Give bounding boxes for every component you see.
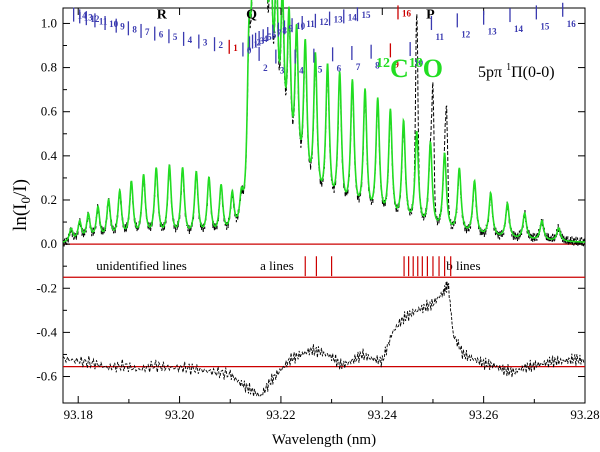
r-branch-tick-label-J10: 10 <box>109 19 119 29</box>
y-tick-label: 0.0 <box>41 236 57 251</box>
q-branch-tick-label-J11: 11 <box>306 19 315 29</box>
p-branch-tick-label-J8: 8 <box>375 61 380 71</box>
q-branch-tick-label-J6: 6 <box>272 30 277 40</box>
r-branch-tick-label-J2: 2 <box>219 40 224 50</box>
p-branch-tick-label-J7: 7 <box>356 62 361 72</box>
title-transition: 5pπ <box>478 64 502 81</box>
title-o-mass: 18 <box>409 56 423 71</box>
q-branch-tick-label-J13: 13 <box>334 15 344 25</box>
title-c-mass: 12 <box>376 56 390 71</box>
r-branch-tick-label-J14: 14 <box>78 11 88 21</box>
y-tick-label: 0.8 <box>41 60 57 75</box>
p-branch-tick-label-J5: 5 <box>318 65 323 75</box>
x-tick-label: 93.20 <box>165 407 194 422</box>
r-branch-tick-label-J7: 7 <box>145 27 150 37</box>
x-tick-label: 93.18 <box>64 407 93 422</box>
y-tick-label: 0.6 <box>41 104 58 119</box>
p-branch-tick-label-J4: 4 <box>299 66 304 76</box>
p-branch-tick-label-J12: 12 <box>461 29 471 39</box>
q-branch-tick-label-J4: 4 <box>263 34 268 44</box>
q-branch-tick-label-J9: 9 <box>288 23 293 33</box>
y-tick-label: 1.0 <box>41 15 57 30</box>
p-branch-tick-label-J15: 15 <box>540 21 550 31</box>
p-branch-tick-label-J6: 6 <box>337 63 342 73</box>
p-branch-tick-label-J10: 10 <box>414 58 424 68</box>
marker-label-unidentified-lines: unidentified lines <box>96 258 187 273</box>
p-branch-tick-label-J14: 14 <box>514 24 524 34</box>
y-tick-label: -0.4 <box>36 324 57 339</box>
r-branch-tick-label-J1: 1 <box>233 43 238 53</box>
y-label-slash: /I) <box>10 179 31 197</box>
annotations: RQP1413121110987654321012345678910111213… <box>72 2 577 277</box>
x-tick-label: 93.28 <box>570 407 599 422</box>
x-tick-label: 93.22 <box>266 407 295 422</box>
q-branch-tick-label-J5: 5 <box>267 32 272 42</box>
residual-line <box>62 280 585 398</box>
r-branch-tick-label-J9: 9 <box>120 22 125 32</box>
q-branch-tick-label-J12: 12 <box>319 17 329 27</box>
r-branch-tick-label-J4: 4 <box>188 35 193 45</box>
branch-label-P: P <box>426 8 435 23</box>
marker-label-a-lines: a lines <box>260 258 294 273</box>
y-tick-label: -0.2 <box>36 280 57 295</box>
title-o: O <box>423 54 443 83</box>
p-branch-tick-label-J16: 16 <box>567 19 577 29</box>
p-branch-tick-label-J13: 13 <box>488 27 498 37</box>
p-branch-tick-label-J2: 2 <box>263 63 268 73</box>
x-tick-label: 93.26 <box>469 407 499 422</box>
p-branch-tick-label-J3: 3 <box>280 66 285 76</box>
y-tick-label: 0.4 <box>41 148 58 163</box>
plot-frame <box>62 7 586 404</box>
title-multiplicity: 1 <box>506 62 511 73</box>
svg-text:12C18O: 12C18O <box>376 54 443 83</box>
series-layer <box>62 0 586 398</box>
y-label-ln: ln(I <box>10 204 31 231</box>
chart-title: 12C18O 5pπ 1Π(0-0) <box>376 54 555 83</box>
q-branch-tick-label-J15: 15 <box>361 10 371 20</box>
title-state: Π(0-0) <box>511 64 555 81</box>
r-branch-tick-label-J13: 13 <box>84 12 94 22</box>
r-branch-tick-label-J8: 8 <box>132 24 137 34</box>
q-branch-tick-label-J10: 10 <box>296 21 306 31</box>
y-label-sub0: 0 <box>18 197 33 204</box>
r-branch-tick-label-J0: 0 <box>247 45 252 55</box>
q-branch-tick-label-J16: 16 <box>402 8 412 18</box>
p-branch-tick-label-J9: 9 <box>394 59 399 69</box>
marker-label-b-lines: b lines <box>446 258 480 273</box>
model-fit-line <box>62 0 586 243</box>
y-tick-label: 0.2 <box>41 192 57 207</box>
x-axis-label: Wavelength (nm) <box>272 432 376 448</box>
x-tick-label: 93.24 <box>368 407 398 422</box>
branch-label-Q: Q <box>246 8 257 23</box>
r-branch-tick-label-J3: 3 <box>203 38 208 48</box>
q-branch-tick-label-J14: 14 <box>348 12 358 22</box>
y-tick-label: -0.6 <box>36 369 57 384</box>
title-c: C <box>390 54 409 83</box>
q-branch-tick-label-J7: 7 <box>277 28 282 38</box>
r-branch-tick-label-J6: 6 <box>159 30 164 40</box>
r-branch-tick-label-J11: 11 <box>99 16 108 26</box>
r-branch-tick-label-J5: 5 <box>173 32 178 42</box>
y-axis-label: ln(I0/I) <box>10 179 33 231</box>
axis-ticks: 93.18 93.20 93.22 93.24 93.26 93.28 -0.6 -0.4 -0… <box>36 8 600 422</box>
branch-label-R: R <box>157 8 168 23</box>
p-branch-tick-label-J11: 11 <box>435 32 444 42</box>
q-branch-tick-label-J3: 3 <box>260 36 265 46</box>
svg-text:ln(I0/I): ln(I0/I) <box>10 179 33 231</box>
